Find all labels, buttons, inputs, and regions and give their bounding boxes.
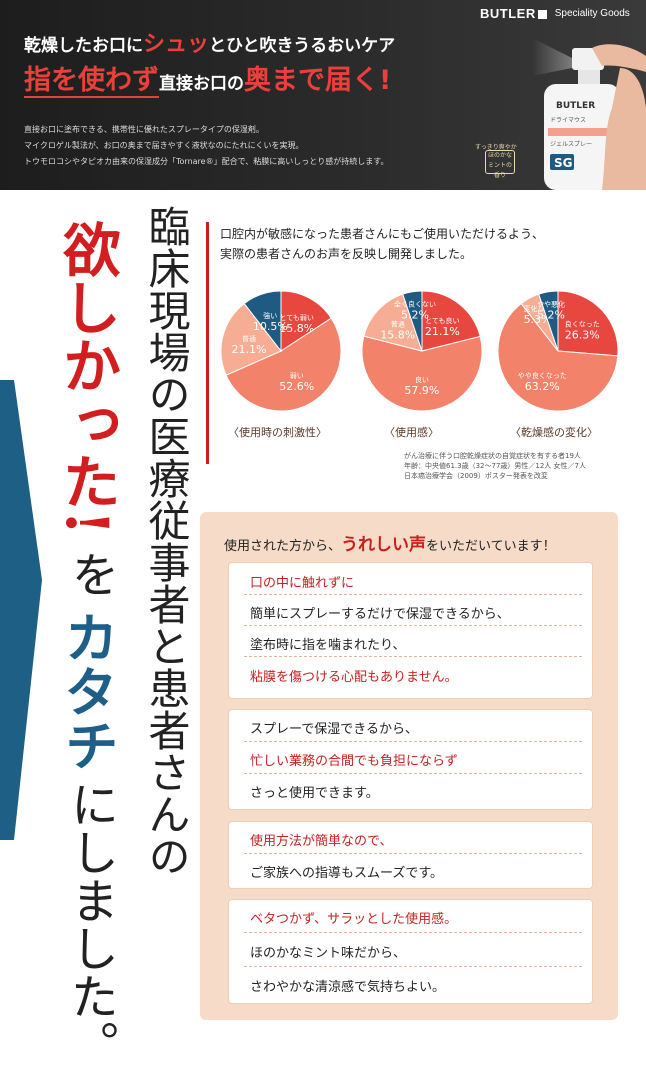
divider: [244, 656, 582, 657]
voice-line: 口の中に触れずに: [250, 576, 355, 591]
pie-slice-1: [497, 302, 619, 412]
survey-footnote: がん治療に伴う口腔乾燥症状の自覚症状を有する者19人 年齢：中央値61.3歳（3…: [404, 452, 586, 480]
pie-slice-0: [280, 290, 332, 352]
voice-line: さっと使用できます。: [250, 786, 379, 801]
voice-line: 塗布時に指を噛まれたり、: [250, 638, 406, 653]
flavor-tag: すっきり爽やか: [475, 144, 517, 151]
voice-line: 簡単にスプレーするだけで保湿できるから、: [250, 607, 510, 622]
voice-card: [229, 822, 592, 888]
pie-value-3: 5.2%: [401, 308, 429, 321]
pie-slice-3: [243, 290, 282, 353]
accent-line: [206, 222, 209, 464]
spray-bottle-image: BUTLER ドライマウス ジェルスプレー SG: [532, 38, 646, 190]
product-description: 直接お口に塗布できる、携帯性に優れたスプレータイプの保湿剤。 マイクロゲル製法が…: [24, 125, 389, 166]
divider: [244, 773, 582, 774]
headline-2: 指を使わず直接お口の奥まで届く!: [24, 65, 392, 98]
pie-label-1: 弱い: [290, 372, 304, 380]
pie-label-3: やや悪化: [537, 299, 565, 308]
pie-value-0: 15.8%: [279, 322, 314, 335]
pie-value-0: 21.1%: [425, 325, 460, 338]
tagline-end: にしました。: [62, 780, 118, 1068]
svg-text:SG: SG: [554, 156, 573, 170]
pie-value-3: 10.5%: [253, 320, 288, 333]
pie-value-1: 57.9%: [404, 384, 439, 397]
divider: [244, 594, 582, 595]
pie-label-3: 強い: [263, 312, 277, 320]
pie-value-1: 52.6%: [279, 380, 314, 393]
pie-label-2: 普通: [242, 334, 256, 343]
pie-slice-0: [557, 290, 619, 357]
pie-slice-3: [402, 290, 423, 352]
tagline-red: 欲しかった!: [53, 220, 121, 536]
pie-slice-0: [421, 290, 481, 352]
svg-text:BUTLER: BUTLER: [556, 101, 595, 111]
hero-banner: BUTLER Speciality Goods 乾燥したお口にシュッとひと吹きう…: [0, 0, 646, 190]
divider: [244, 741, 582, 742]
pie-label-0: とても弱い: [279, 314, 313, 322]
voices-title: 使用された方から、うれしい声をいただいています！: [224, 535, 556, 555]
pie-value-2: 15.8%: [380, 329, 415, 342]
voice-card: [229, 900, 592, 1003]
pie-label-1: 良い: [415, 375, 429, 384]
tagline-column: 臨床現場の医療従事者と患者さんの: [142, 205, 191, 877]
brand-logo: BUTLER Speciality Goods: [480, 6, 630, 21]
divider: [244, 853, 582, 854]
pie-slice-1: [225, 317, 342, 412]
voice-line: スプレーで保湿できるから、: [250, 722, 418, 737]
pie-label-0: とても良い: [425, 316, 459, 325]
svg-text:ジェルスプレー: ジェルスプレー: [550, 141, 592, 148]
survey-intro: 口腔内が敏感になった患者さんにもご使用いただけるよう、 実際の患者さんのお声を反…: [220, 227, 545, 261]
voice-line: 忙しい業務の合間でも負担にならず: [250, 754, 458, 769]
pie-slice-2: [220, 302, 282, 376]
pie-label-0: 良くなった: [565, 320, 600, 329]
pie-title-feel: 〈使用感〉: [384, 426, 439, 439]
pie-value-2: 5.3%: [524, 313, 552, 326]
voice-line: 使用方法が簡単なので、: [250, 834, 393, 849]
divider: [244, 966, 582, 967]
pie-value-3: 5.2%: [537, 308, 565, 321]
pie-slice-3: [538, 290, 559, 352]
voice-line: ベタつかず、サラッとした使用感。: [250, 912, 458, 927]
voice-card: [229, 563, 592, 698]
mint-badge: ほのかな ミントの香り: [485, 150, 515, 179]
voice-line: ほのかなミント味だから、: [250, 946, 407, 961]
pie-label-1: やや良くなった: [518, 371, 567, 380]
tagline-wo: を: [62, 550, 118, 598]
pie-label-2: 普通: [391, 320, 405, 329]
voice-line: ご家族への指導もスムーズです。: [250, 866, 444, 881]
headline-1: 乾燥したお口にシュッとひと吹きうるおいケア: [24, 32, 396, 57]
pie-title-dryness: 〈乾燥感の変化〉: [510, 426, 598, 439]
pie-label-3: 全く良くない: [394, 299, 436, 308]
brand-sub: Speciality Goods: [554, 8, 630, 19]
voice-line: 粘膜を傷つける心配もありません。: [250, 670, 458, 685]
voice-card: [229, 710, 592, 809]
pie-value-2: 21.1%: [232, 343, 267, 356]
pie-label-2: 変化なし: [524, 304, 552, 313]
pie-value-0: 26.3%: [565, 329, 600, 342]
tagline-blue: カタチ: [55, 610, 119, 772]
blue-arrow-band: [0, 380, 42, 840]
divider: [244, 625, 582, 626]
divider: [244, 932, 582, 933]
svg-text:ドライマウス: ドライマウス: [550, 116, 586, 124]
voice-line: さわやかな清涼感で気持ちよい。: [250, 980, 446, 995]
pie-title-irritation: 〈使用時の刺激性〉: [228, 426, 327, 439]
pie-slice-1: [361, 335, 483, 412]
pie-value-1: 63.2%: [525, 380, 560, 393]
